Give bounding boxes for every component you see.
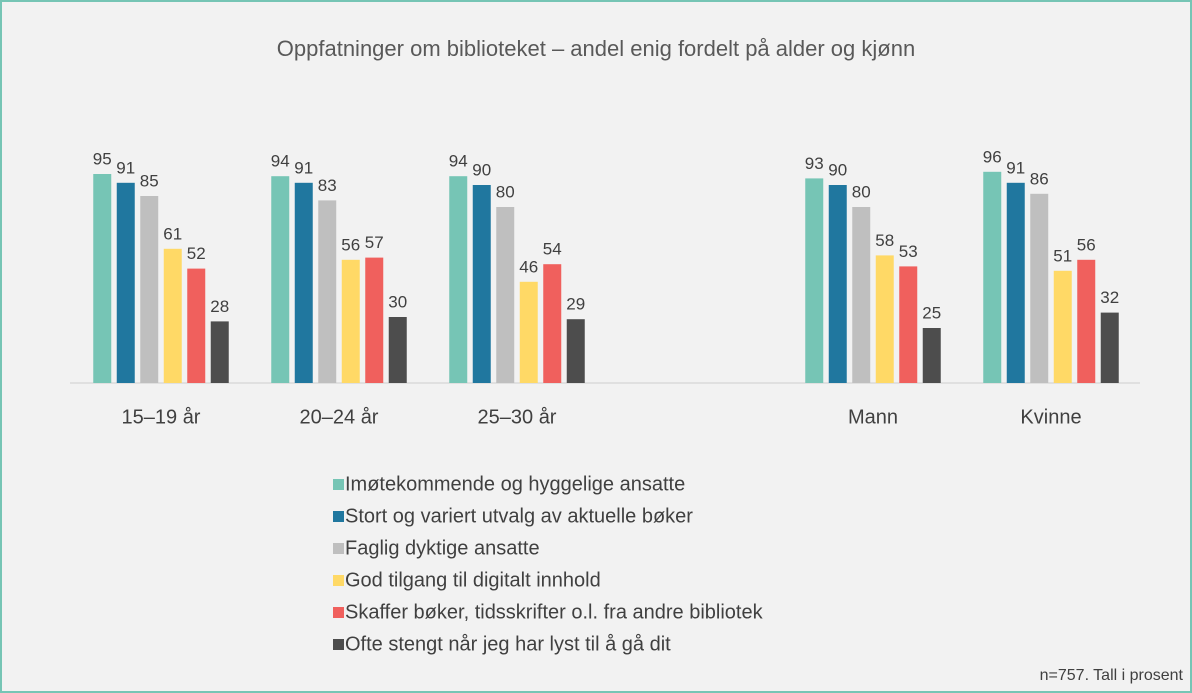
bar [1030,193,1049,383]
data-label: 58 [875,231,894,250]
data-label: 91 [294,158,313,177]
data-label: 25 [922,303,941,322]
x-tick-label: 15–19 år [122,406,201,428]
legend-swatch [333,639,344,650]
bar [93,174,112,383]
legend-swatch [333,511,344,522]
bar [983,171,1002,383]
legend-swatch [333,607,344,618]
data-label: 91 [116,158,135,177]
bar [1077,259,1096,383]
bar [805,178,824,383]
x-tick-label: Mann [848,406,898,428]
bar [828,185,847,383]
legend-label: Stort og variert utvalg av aktuelle bøke… [345,505,693,527]
data-label: 90 [828,160,847,179]
data-label: 86 [1030,169,1049,188]
x-tick-label: 25–30 år [478,406,557,428]
data-label: 53 [899,242,918,261]
data-label: 80 [496,182,515,201]
bar [210,321,229,383]
data-label: 46 [519,257,538,276]
bar [318,200,337,383]
data-label: 52 [187,244,206,263]
bar [922,328,941,383]
bar [1100,312,1119,383]
legend-label: Skaffer bøker, tidsskrifter o.l. fra and… [345,601,764,623]
bar [472,185,491,383]
bar [496,207,515,383]
bar [875,255,894,383]
bar [388,317,407,383]
data-label: 94 [271,152,290,171]
data-label: 28 [210,297,229,316]
legend-label: Imøtekommende og hyggelige ansatte [345,473,685,495]
bar [519,281,538,383]
data-label: 96 [983,147,1002,166]
bar [187,268,206,383]
bar [140,196,159,383]
bar [365,257,384,383]
bar [294,182,313,383]
data-label: 93 [805,154,824,173]
data-label: 83 [318,176,337,195]
legend-label: Faglig dyktige ansatte [345,537,540,559]
bar [116,182,135,383]
bar [449,176,468,383]
bar [1006,182,1025,383]
legend-label: Ofte stengt når jeg har lyst til å gå di… [345,633,671,655]
legend-swatch [333,479,344,490]
legend-swatch [333,575,344,586]
x-tick-label: 20–24 år [300,406,379,428]
data-label: 29 [566,295,585,314]
legend-label: God tilgang til digitalt innhold [345,569,601,591]
bar [566,319,585,383]
data-label: 91 [1006,158,1025,177]
data-label: 90 [472,160,491,179]
data-label: 61 [163,224,182,243]
bar [271,176,290,383]
legend-swatch [333,543,344,554]
data-label: 95 [93,149,112,168]
data-label: 32 [1100,288,1119,307]
bar [543,264,562,383]
data-label: 94 [449,152,468,171]
bar [341,259,360,383]
bar [163,248,182,383]
data-label: 56 [1077,235,1096,254]
data-label: 56 [341,235,360,254]
data-label: 51 [1053,246,1072,265]
bar [1053,270,1072,383]
chart-title: Oppfatninger om biblioteket – andel enig… [277,36,915,61]
bar [899,266,918,383]
data-label: 30 [388,292,407,311]
note: n=757. Tall i prosent [1040,667,1184,684]
data-label: 57 [365,233,384,252]
bar [852,207,871,383]
x-tick-label: Kvinne [1020,406,1081,428]
data-label: 85 [140,171,159,190]
data-label: 54 [543,240,562,259]
data-label: 80 [852,182,871,201]
